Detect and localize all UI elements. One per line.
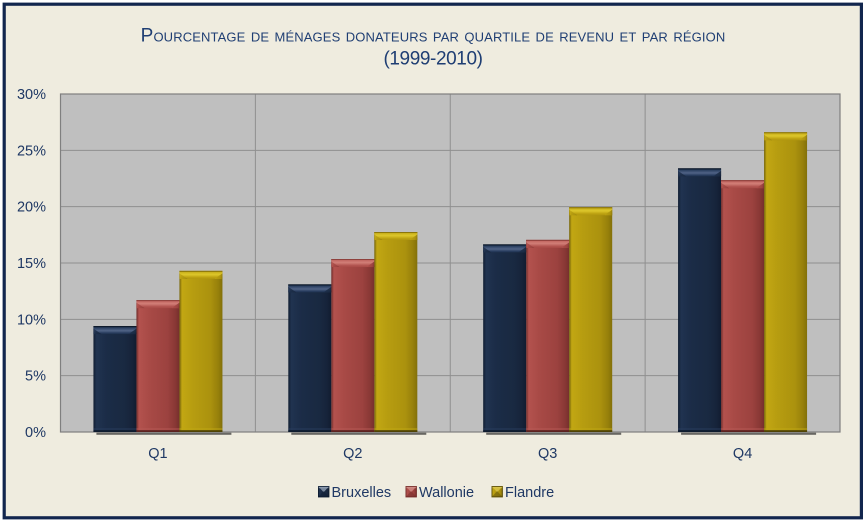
- svg-text:20%: 20%: [17, 200, 46, 216]
- svg-text:Q1: Q1: [148, 446, 167, 462]
- svg-text:10%: 10%: [17, 312, 46, 328]
- svg-text:Q3: Q3: [538, 446, 557, 462]
- svg-text:Flandre: Flandre: [505, 485, 554, 501]
- svg-text:Wallonie: Wallonie: [419, 485, 474, 501]
- svg-text:Pourcentage de ménages donateu: Pourcentage de ménages donateurs par qua…: [141, 26, 726, 47]
- svg-text:0%: 0%: [25, 425, 46, 441]
- svg-text:Bruxelles: Bruxelles: [332, 485, 392, 501]
- svg-text:(1999-2010): (1999-2010): [383, 49, 482, 70]
- svg-text:15%: 15%: [17, 256, 46, 272]
- svg-text:Q2: Q2: [343, 446, 362, 462]
- svg-text:25%: 25%: [17, 143, 46, 159]
- svg-text:5%: 5%: [25, 369, 46, 385]
- svg-text:Q4: Q4: [733, 446, 752, 462]
- svg-text:30%: 30%: [17, 87, 46, 103]
